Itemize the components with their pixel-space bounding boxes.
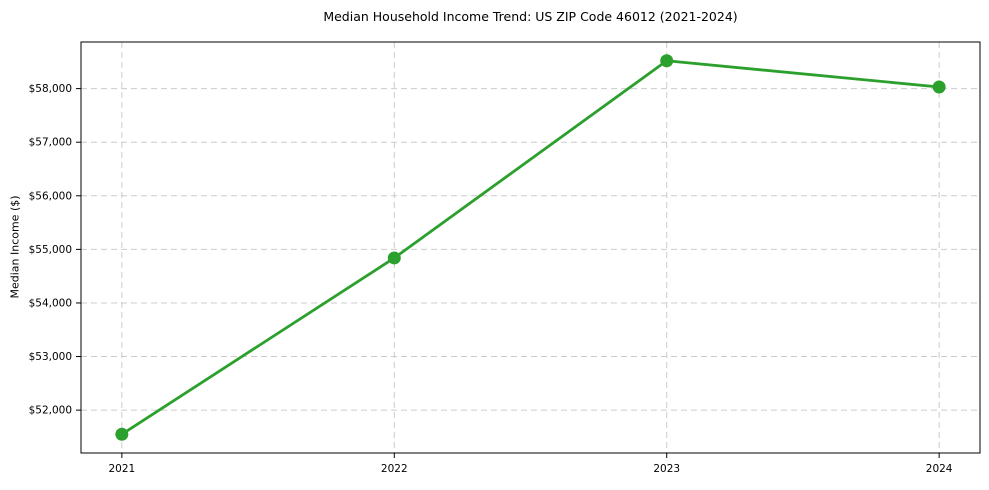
data-point [932, 80, 946, 94]
x-tick-label: 2023 [653, 463, 680, 475]
y-tick-label: $57,000 [29, 137, 72, 149]
y-tick-label: $54,000 [29, 297, 72, 309]
trend-line [120, 59, 941, 436]
data-point [660, 54, 674, 68]
y-tick-label: $52,000 [29, 405, 72, 417]
y-axis-label: Median Income ($) [8, 195, 22, 299]
x-tick-label: 2022 [381, 463, 408, 475]
y-tick-label: $56,000 [29, 190, 72, 202]
chart-title: Median Household Income Trend: US ZIP Co… [323, 9, 738, 24]
y-tick-label: $53,000 [29, 351, 72, 363]
y-tick-label: $58,000 [29, 83, 72, 95]
y-tick-label: $55,000 [29, 244, 72, 256]
data-point [115, 427, 129, 441]
x-tick-label: 2021 [108, 463, 135, 475]
x-tick-label: 2024 [926, 463, 953, 475]
plot-border [80, 41, 981, 454]
data-point [387, 251, 401, 265]
